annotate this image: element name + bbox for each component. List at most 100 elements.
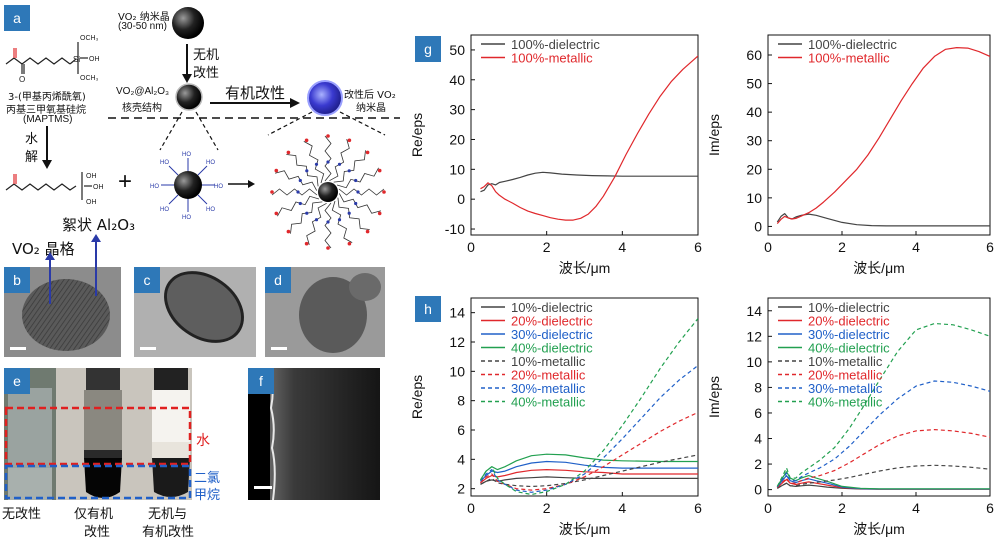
modified-label-1: 改性后 VO₂ <box>344 90 396 101</box>
grafted-chain <box>338 188 385 196</box>
y-tick-label: 0 <box>754 482 762 498</box>
legend-label: 40%-metallic <box>511 395 586 410</box>
y-tick-label: 12 <box>449 334 465 350</box>
x-tick-label: 2 <box>838 239 846 255</box>
x-tick-label: 4 <box>618 239 626 255</box>
legend-label: 30%-dielectric <box>808 327 890 342</box>
hydroxylated-particle: HO HO HO HO HO HO HO HO <box>150 152 223 221</box>
y-tick-label: 14 <box>449 305 465 321</box>
panel-label-b: b <box>4 267 30 293</box>
chart-g-im-eps: 0 2 4 60102030405060波长/μmIm/eps100%-dielect… <box>706 34 994 276</box>
coreshell-label-1: VO₂@Al₂O₃ <box>116 86 170 97</box>
grafted-atom <box>337 218 342 222</box>
grafted-chain <box>324 202 332 249</box>
series-line-20%-dielectric <box>480 469 698 484</box>
y-tick-label: 0 <box>754 218 762 234</box>
ho-1: HO <box>182 152 191 158</box>
water-label: 水 <box>196 433 210 449</box>
ho-4: HO <box>214 184 223 190</box>
hydrolysis-arrow <box>42 126 52 169</box>
ho-7: HO <box>160 207 169 213</box>
hydrolyzed-oh-2: OH <box>93 184 104 191</box>
blue-pointer-arrows <box>45 234 101 304</box>
modified-label-2: 纳米晶 <box>356 103 386 114</box>
x-axis-label: 波长/μm <box>559 521 611 537</box>
o-atom-label: O <box>19 75 25 84</box>
y-tick-label: -10 <box>445 221 465 237</box>
grafted-atom <box>326 220 330 224</box>
legend-label: 20%-dielectric <box>511 314 593 329</box>
grafted-chain <box>336 167 379 189</box>
y-tick-label: 40 <box>449 72 465 88</box>
series-line-10%-metallic <box>480 454 698 488</box>
vo2-size-label: (30-50 nm) <box>118 21 167 32</box>
grafted-chain <box>331 200 353 243</box>
grafted-atom <box>314 218 319 222</box>
y-tick-label: 8 <box>754 379 762 395</box>
plot-frame <box>470 34 699 236</box>
maptms-structure: Si O OCH₃ OCH₃ OH <box>5 35 100 84</box>
y-tick-label: 50 <box>746 76 762 92</box>
y-axis-label: Im/eps <box>706 114 722 156</box>
y-tick-label: 40 <box>746 104 762 120</box>
grafted-atom <box>347 211 351 215</box>
series-line-40%-dielectric <box>479 453 698 481</box>
y-axis-label: Re/eps <box>409 375 425 419</box>
legend-label: 40%-dielectric <box>808 341 890 356</box>
dcm-label-1: 二氯 <box>194 471 221 486</box>
grafted-chain <box>286 154 319 187</box>
plot-frame <box>767 34 991 236</box>
y-tick-label: 2 <box>754 456 762 472</box>
y-tick-label: 2 <box>457 481 465 497</box>
panel-label-g: g <box>415 36 441 62</box>
legend-label: 20%-metallic <box>808 368 883 383</box>
si-atom-label: Si <box>73 55 80 64</box>
grafted-chain <box>337 197 370 230</box>
x-tick-label: 6 <box>986 500 994 516</box>
grafted-chain <box>338 193 382 214</box>
y-tick-label: 14 <box>746 303 762 319</box>
tem-b-texture <box>4 267 121 357</box>
grafted-chain <box>333 150 366 183</box>
y-tick-label: 6 <box>754 405 762 421</box>
maptms-name-1: 3-(甲基丙烯酰氧) <box>8 92 86 103</box>
grafted-chain <box>329 138 350 182</box>
legend-label: 10%-metallic <box>511 354 586 369</box>
grafted-chain <box>290 201 323 234</box>
ho-8: HO <box>206 207 215 213</box>
grafted-atom <box>326 160 330 164</box>
x-axis-label: 波长/μm <box>853 521 905 537</box>
grafted-chain <box>306 202 327 246</box>
grafted-end-group <box>377 211 382 216</box>
series-line-30%-dielectric <box>480 460 698 482</box>
grafted-end-group <box>274 168 279 173</box>
x-tick-label: 2 <box>543 239 551 255</box>
grafted-end-group <box>326 134 330 138</box>
legend-label: 30%-metallic <box>808 381 883 396</box>
panel-label-e: e <box>4 368 30 394</box>
chart-h-im-eps: 0 2 4 6 0 2 4 6 8 10 12 14 波长/μm Im/eps 10%-dielectric… <box>706 297 994 537</box>
grafted-end-group <box>347 138 352 143</box>
modified-vo2-sphere <box>307 80 343 116</box>
legend-label: 20%-metallic <box>511 368 586 383</box>
series-line-100%-dielectric <box>776 213 990 227</box>
x-tick-label: 2 <box>838 500 846 516</box>
y-tick-label: 10 <box>449 161 465 177</box>
y-tick-label: 0 <box>457 191 465 207</box>
floc-al2o3-label: 絮状 Al₂O₃ <box>62 216 136 234</box>
vo2-nano-label: VO₂ 纳米晶 <box>118 12 170 23</box>
grafted-end-group <box>286 229 291 234</box>
series-line-30%-metallic <box>480 365 698 493</box>
grafted-atom <box>298 201 302 206</box>
inorganic-mod-label-1: 无机 <box>193 48 220 63</box>
x-tick-label: 0 <box>764 239 772 255</box>
ho-2: HO <box>182 215 191 221</box>
y-tick-label: 8 <box>457 393 465 409</box>
ho-3: HO <box>150 184 159 190</box>
x-tick-label: 4 <box>618 500 626 516</box>
x-axis-label: 波长/μm <box>853 260 905 276</box>
panel-label-d: d <box>265 267 291 293</box>
grafted-end-group <box>270 190 274 194</box>
caption-org-1: 仅有机 <box>74 507 114 522</box>
legend-label: 10%-dielectric <box>511 300 593 315</box>
